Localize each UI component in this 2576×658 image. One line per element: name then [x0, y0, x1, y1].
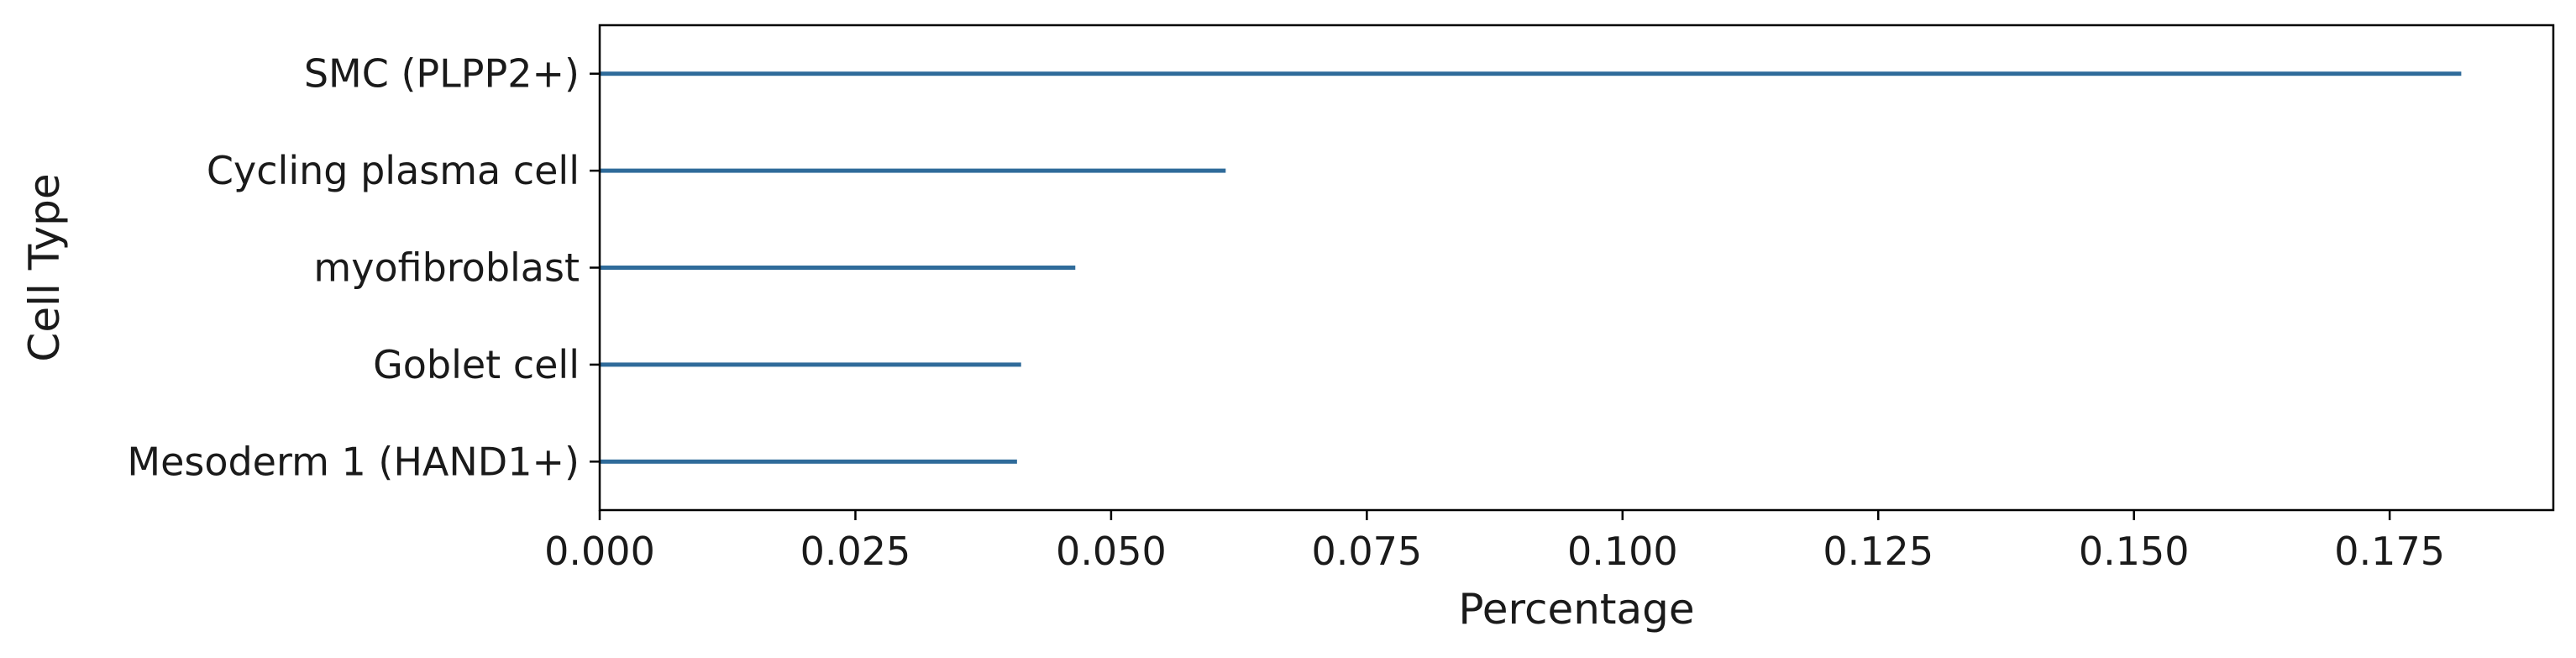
x-tick-label: 0.150 — [2079, 529, 2190, 574]
plot-frame — [598, 24, 2555, 512]
bar — [600, 459, 1017, 464]
x-tick-label: 0.025 — [800, 529, 911, 574]
bar — [600, 266, 1076, 270]
bar — [600, 168, 1226, 173]
x-axis-title: Percentage — [1458, 585, 1694, 634]
bar — [600, 362, 1021, 367]
x-tick-label: 0.175 — [2334, 529, 2445, 574]
y-axis-title: Cell Type — [20, 173, 69, 361]
y-tick-label: myofibroblast — [313, 245, 580, 291]
x-tick-label: 0.000 — [544, 529, 655, 574]
y-tick-label: Mesoderm 1 (HAND1+) — [127, 439, 580, 484]
y-tick-label: Goblet cell — [373, 342, 580, 387]
x-tick-label: 0.100 — [1567, 529, 1678, 574]
bar — [600, 71, 2462, 76]
y-ticks: SMC (PLPP2+) Cycling plasma cell myofibrob… — [127, 51, 600, 484]
x-ticks: 0.000 0.025 0.050 0.075 0.100 0.125 0.150 0.175 — [544, 510, 2445, 574]
x-tick-label: 0.050 — [1056, 529, 1167, 574]
y-tick-label: Cycling plasma cell — [207, 148, 580, 193]
y-tick-label: SMC (PLPP2+) — [304, 51, 580, 97]
x-tick-label: 0.075 — [1311, 529, 1422, 574]
x-tick-label: 0.125 — [1823, 529, 1933, 574]
bars-layer — [600, 71, 2462, 464]
